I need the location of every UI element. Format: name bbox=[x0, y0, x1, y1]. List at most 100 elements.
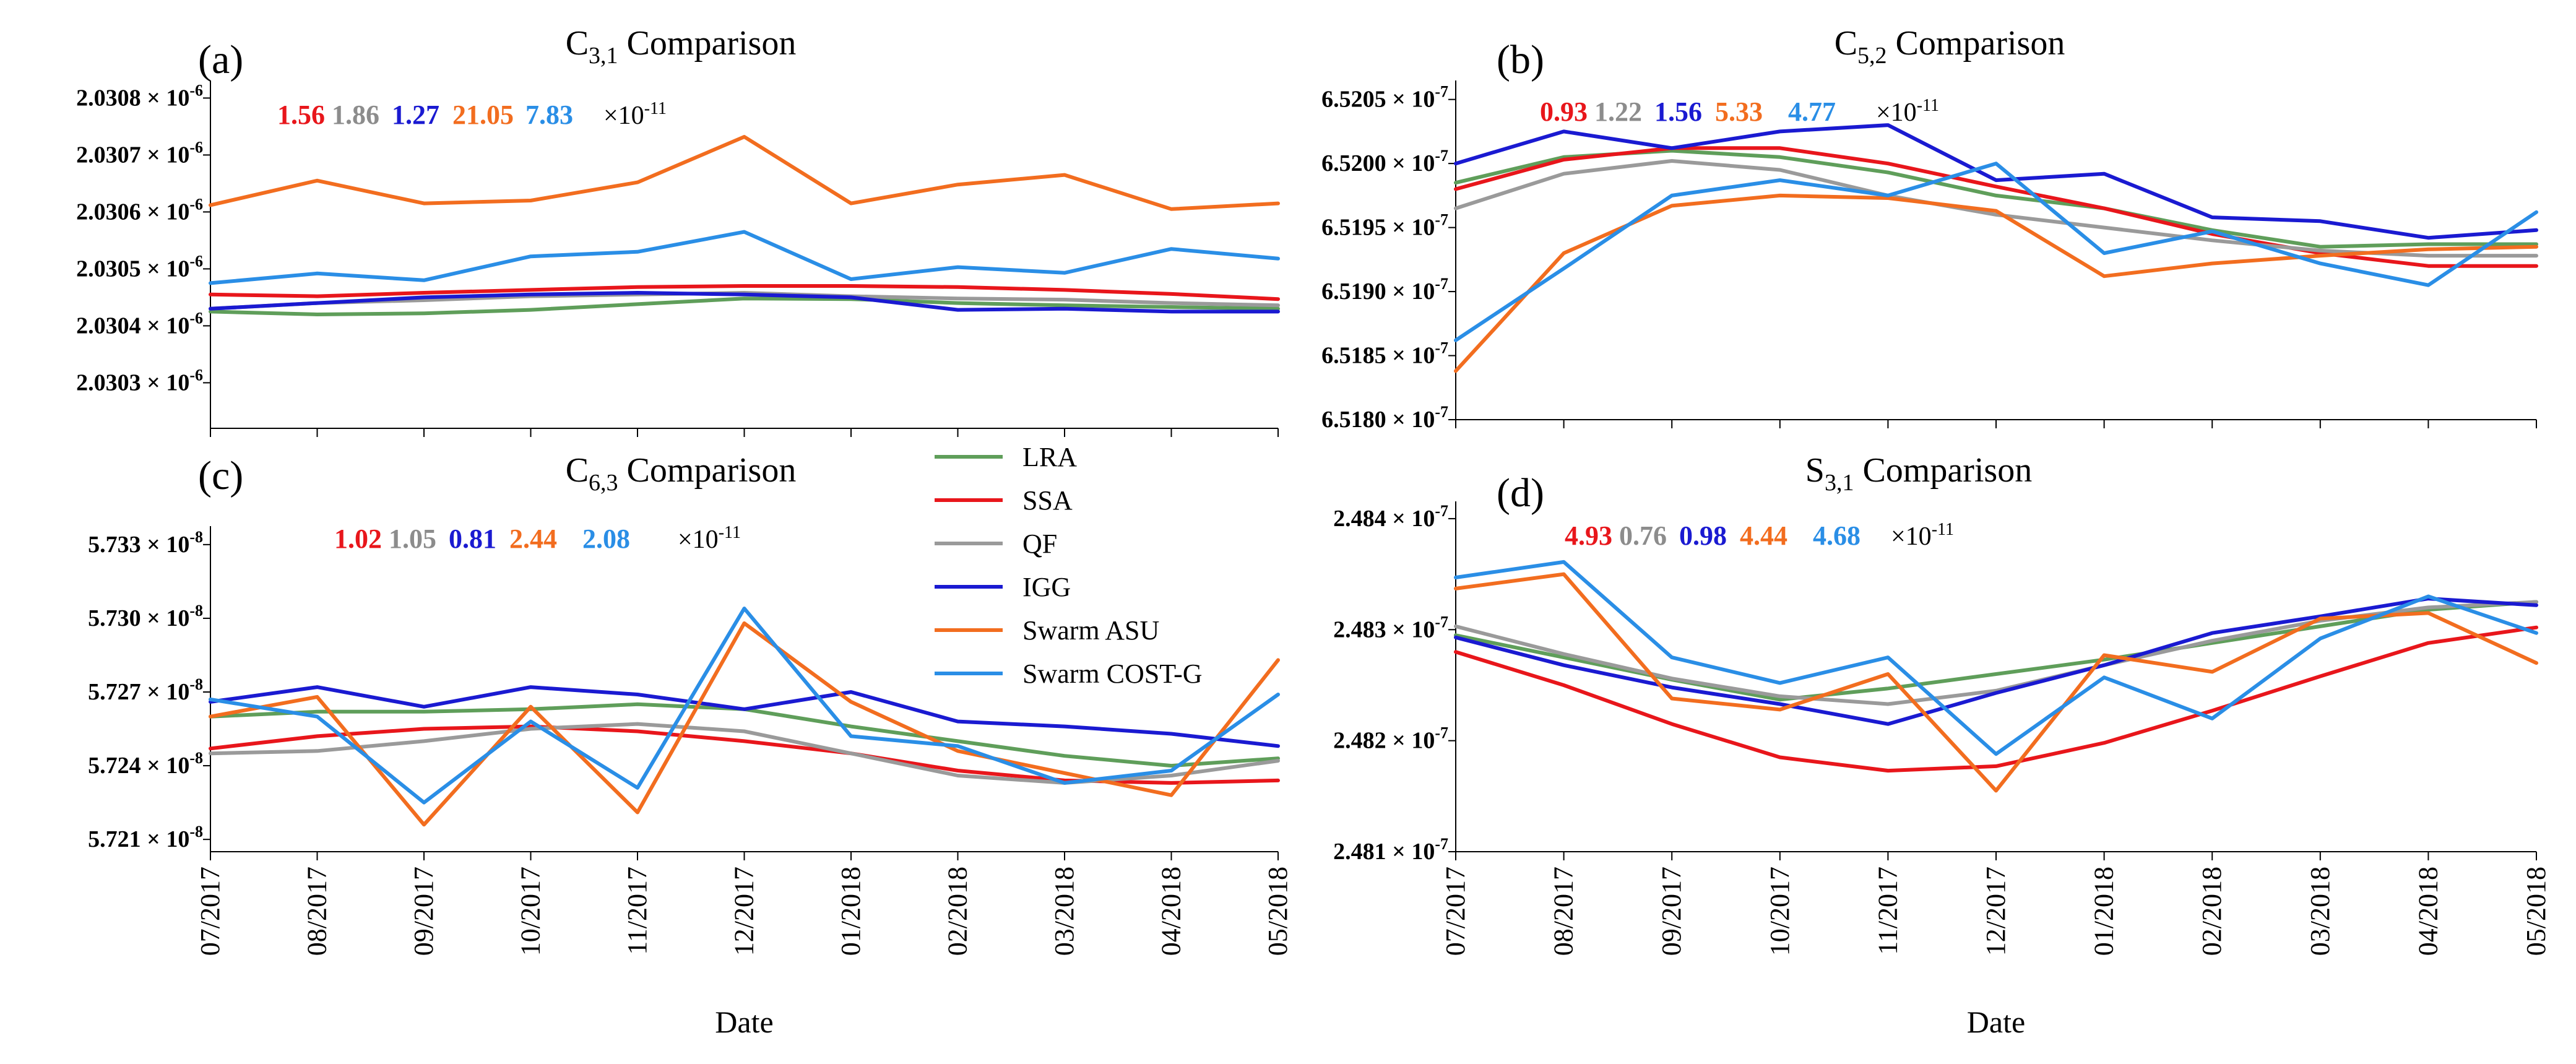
y-tick-label: 2.483 × 10-7 bbox=[1333, 613, 1448, 642]
stat-value: 5.33 bbox=[1715, 97, 1763, 127]
title-main: S bbox=[1805, 451, 1825, 490]
y-tick-mantissa: 2.484 × 10 bbox=[1333, 506, 1435, 532]
y-tick-mantissa: 6.5195 × 10 bbox=[1321, 215, 1435, 241]
y-tick-exponent: -8 bbox=[189, 528, 203, 546]
x-axis-label: Date bbox=[715, 1005, 773, 1039]
y-tick-label: 6.5180 × 10-7 bbox=[1321, 403, 1448, 433]
stat-value: 1.86 bbox=[332, 100, 379, 130]
y-tick-label: 5.724 × 10-8 bbox=[88, 749, 203, 779]
series-line-igg bbox=[209, 291, 1280, 314]
stat-value: 4.93 bbox=[1565, 521, 1612, 551]
x-tick-label: 04/2018 bbox=[1156, 867, 1186, 956]
x-tick-label: 02/2018 bbox=[2197, 867, 2227, 956]
stat-exponent-base: ×10 bbox=[678, 526, 719, 554]
series-line-swarm-cost-g bbox=[1454, 162, 2538, 342]
x-tick-label: 01/2018 bbox=[836, 867, 866, 956]
x-tick-label: 05/2018 bbox=[2521, 867, 2551, 956]
x-tick-label: 04/2018 bbox=[2413, 867, 2443, 956]
y-tick-exponent: -7 bbox=[1435, 724, 1448, 742]
x-tick-label: 03/2018 bbox=[1049, 867, 1079, 956]
series-line-ssa bbox=[209, 284, 1280, 301]
x-tick-label: 10/2017 bbox=[516, 867, 546, 956]
stat-value: 1.22 bbox=[1594, 97, 1642, 127]
series-line-ssa bbox=[1454, 625, 2538, 773]
x-tick-label: 08/2017 bbox=[1549, 867, 1579, 956]
y-tick-label: 5.721 × 10-8 bbox=[88, 823, 203, 852]
stat-exponent-power: -11 bbox=[1917, 96, 1939, 115]
y-tick-exponent: -7 bbox=[1435, 502, 1448, 520]
y-tick-mantissa: 6.5190 × 10 bbox=[1321, 279, 1435, 305]
stat-exponent: ×10-11 bbox=[603, 99, 667, 130]
y-tick-mantissa: 2.0305 × 10 bbox=[76, 256, 189, 282]
stat-value: 4.44 bbox=[1740, 521, 1787, 551]
x-tick-label: 12/2017 bbox=[1981, 867, 2011, 956]
y-tick-mantissa: 2.0308 × 10 bbox=[76, 85, 189, 111]
series-line-swarm-cost-g bbox=[209, 230, 1280, 285]
series-line-igg bbox=[1454, 123, 2538, 240]
y-tick-mantissa: 2.483 × 10 bbox=[1333, 616, 1435, 642]
y-tick-exponent: -8 bbox=[189, 675, 203, 693]
series-line-igg bbox=[1454, 597, 2538, 726]
stat-exponent: ×10-11 bbox=[1891, 520, 1954, 551]
y-tick-label: 2.0304 × 10-6 bbox=[76, 309, 203, 339]
y-tick-label: 6.5195 × 10-7 bbox=[1321, 211, 1448, 241]
title-rest: Comparison bbox=[618, 24, 797, 63]
y-tick-exponent: -6 bbox=[189, 81, 203, 99]
legend-label: IGG bbox=[1022, 572, 1071, 602]
panel-label: (a) bbox=[198, 37, 243, 82]
x-tick-label: 09/2017 bbox=[1656, 867, 1687, 956]
y-tick-label: 2.481 × 10-7 bbox=[1333, 835, 1448, 865]
legend-label: QF bbox=[1022, 529, 1057, 559]
panel-label: (b) bbox=[1497, 37, 1544, 82]
y-tick-mantissa: 5.730 × 10 bbox=[88, 605, 189, 631]
y-tick-exponent: -8 bbox=[189, 602, 203, 620]
title-rest: Comparison bbox=[1854, 451, 2032, 490]
y-tick-exponent: -7 bbox=[1435, 147, 1448, 165]
y-tick-exponent: -7 bbox=[1435, 339, 1448, 357]
y-tick-mantissa: 6.5200 × 10 bbox=[1321, 150, 1435, 176]
title-subscript: 6,3 bbox=[589, 470, 618, 496]
title-subscript: 3,1 bbox=[589, 43, 618, 69]
stat-exponent-base: ×10 bbox=[1876, 98, 1917, 127]
x-tick-label: 07/2017 bbox=[1440, 867, 1471, 956]
y-tick-mantissa: 6.5205 × 10 bbox=[1321, 87, 1435, 113]
title-rest: Comparison bbox=[618, 451, 797, 490]
y-tick-label: 5.733 × 10-8 bbox=[88, 528, 203, 558]
series-line-lra bbox=[209, 702, 1280, 768]
panel-title: C3,1 Comparison bbox=[566, 24, 797, 69]
x-tick-label: 12/2017 bbox=[729, 867, 759, 956]
stat-value: 4.77 bbox=[1788, 97, 1836, 127]
x-tick-label: 03/2018 bbox=[2305, 867, 2335, 956]
x-tick-label: 11/2017 bbox=[1872, 867, 1903, 955]
stat-value: 2.44 bbox=[509, 524, 557, 554]
y-tick-exponent: -7 bbox=[1435, 275, 1448, 293]
series-line-swarm-cost-g bbox=[209, 607, 1280, 805]
y-tick-exponent: -6 bbox=[189, 366, 203, 384]
y-tick-label: 2.482 × 10-7 bbox=[1333, 724, 1448, 754]
series-line-qf bbox=[1454, 159, 2538, 258]
legend: LRA SSA QF IGG Swarm ASU Swarm COST-G bbox=[935, 442, 1203, 689]
series-line-swarm-asu bbox=[1454, 193, 2538, 373]
y-tick-label: 6.5190 × 10-7 bbox=[1321, 275, 1448, 305]
title-subscript: 3,1 bbox=[1825, 470, 1854, 496]
stat-exponent: ×10-11 bbox=[678, 523, 741, 554]
x-tick-label: 11/2017 bbox=[622, 867, 652, 955]
y-tick-exponent: -7 bbox=[1435, 83, 1448, 101]
stat-value: 2.08 bbox=[582, 524, 630, 554]
y-tick-label: 5.730 × 10-8 bbox=[88, 602, 203, 631]
x-tick-label: 09/2017 bbox=[408, 867, 439, 956]
y-tick-label: 2.0306 × 10-6 bbox=[76, 195, 203, 225]
y-tick-label: 2.0305 × 10-6 bbox=[76, 252, 203, 282]
panel-title: S3,1 Comparison bbox=[1805, 451, 2032, 496]
series-line-igg bbox=[209, 685, 1280, 748]
panel-title: C6,3 Comparison bbox=[566, 451, 797, 496]
stat-value: 0.98 bbox=[1679, 521, 1727, 551]
x-tick-label: 05/2018 bbox=[1263, 867, 1293, 956]
stat-value: 1.27 bbox=[392, 100, 439, 130]
y-tick-mantissa: 6.5185 × 10 bbox=[1321, 343, 1435, 369]
panel-title: C5,2 Comparison bbox=[1835, 24, 2065, 69]
y-tick-exponent: -7 bbox=[1435, 403, 1448, 421]
x-tick-label: 10/2017 bbox=[1765, 867, 1795, 956]
legend-label: Swarm ASU bbox=[1022, 615, 1159, 646]
